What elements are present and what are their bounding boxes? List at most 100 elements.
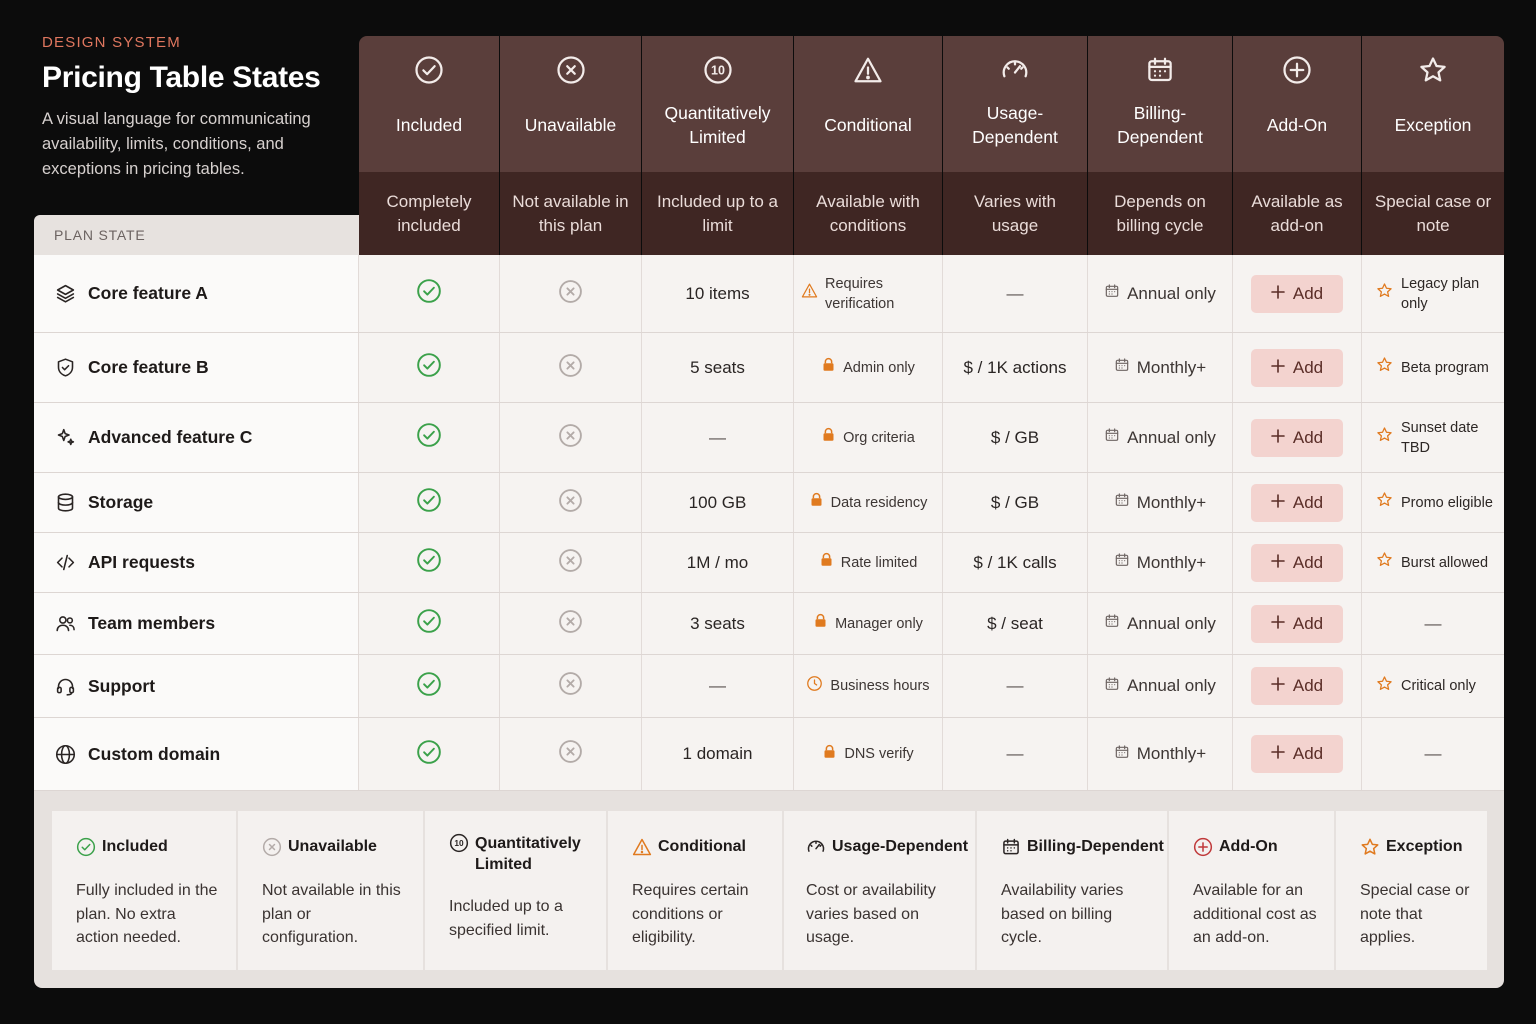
star-icon xyxy=(1376,426,1393,449)
column-title: Included xyxy=(395,115,463,135)
column-header-unavailable: Unavailable Not available in this plan xyxy=(500,36,641,255)
condition-text: Data residency xyxy=(830,494,928,511)
legend-card-unavailable: Unavailable Not available in this plan o… xyxy=(238,811,423,970)
add-button[interactable]: Add xyxy=(1251,348,1343,387)
usage-cell: $ / 1K actions xyxy=(943,333,1088,402)
shield-icon xyxy=(54,357,76,379)
included-cell xyxy=(359,255,500,332)
warning-triangle-icon xyxy=(632,837,652,857)
conditional-cell: Requires verification xyxy=(794,255,943,332)
exception-cell: Beta program xyxy=(1362,333,1504,402)
check-circle-icon xyxy=(416,739,442,770)
column-title: Conditional xyxy=(824,115,912,135)
exception-cell: Promo eligible xyxy=(1362,473,1504,532)
legend-description: Fully included in the plan. No extra act… xyxy=(76,882,218,946)
add-button-label: Add xyxy=(1292,283,1324,303)
exception-text: Beta program xyxy=(1401,359,1489,376)
code-icon xyxy=(54,552,76,574)
feature-name: Team members xyxy=(88,613,216,633)
usage-value: $ / GB xyxy=(990,427,1040,447)
add-button[interactable]: Add xyxy=(1251,543,1343,582)
add-button-label: Add xyxy=(1292,676,1324,695)
column-header-billing-dependent: Billing-Dependent Depends on billing cyc… xyxy=(1088,36,1232,255)
add-button[interactable]: Add xyxy=(1251,274,1343,313)
add-button[interactable]: Add xyxy=(1251,418,1343,457)
legend-title: Conditional xyxy=(658,838,746,855)
table-row: Team members 3 seats Manager only $ / seat A… xyxy=(34,593,1504,655)
exception-text: Burst allowed xyxy=(1401,554,1489,571)
star-icon xyxy=(1376,491,1393,514)
warning-icon xyxy=(801,282,818,305)
unavailable-cell xyxy=(500,403,642,472)
column-title: Add-On xyxy=(1266,115,1328,135)
lock-icon xyxy=(822,744,837,765)
conditional-cell: Admin only xyxy=(794,333,943,402)
calendar-icon xyxy=(1104,676,1120,697)
add-button[interactable]: Add xyxy=(1251,483,1343,522)
column-header-usage-dependent: Usage-Dependent Varies with usage xyxy=(943,36,1087,255)
unavailable-cell xyxy=(500,718,642,790)
legend-card-quantitatively-limited: 10 Quantitatively Limited Included up to… xyxy=(425,811,606,970)
table-row: Core feature B 5 seats Admin only $ / 1K ac… xyxy=(34,333,1504,403)
legend-card-usage-dependent: Usage-Dependent Cost or availability var… xyxy=(784,811,975,970)
plus-icon xyxy=(1271,284,1285,304)
limit-value: — xyxy=(709,676,726,695)
legend-card-add-on: Add-On Available for an additional cost … xyxy=(1169,811,1334,970)
legend-description: Cost or availability varies based on usa… xyxy=(806,882,936,946)
addon-cell: Add xyxy=(1233,655,1362,717)
column-header-quantitatively-limited: 10 Quantitatively Limited Included up to… xyxy=(642,36,793,255)
included-cell xyxy=(359,403,500,472)
headset-icon xyxy=(54,675,76,697)
billing-cell: Monthly+ xyxy=(1088,333,1233,402)
x-circle-icon xyxy=(558,548,583,578)
check-circle-icon xyxy=(416,608,442,639)
add-button[interactable]: Add xyxy=(1251,667,1343,705)
legend: Included Fully included in the plan. No … xyxy=(34,791,1504,988)
legend-description: Special case or note that applies. xyxy=(1360,882,1470,946)
plus-icon xyxy=(1271,676,1285,696)
column-description: Completely included xyxy=(359,172,499,255)
add-button[interactable]: Add xyxy=(1251,604,1343,643)
feature-cell: Core feature A xyxy=(34,255,359,332)
x-circle-icon xyxy=(558,671,583,701)
svg-text:10: 10 xyxy=(711,64,725,78)
exception-cell: Legacy plan only xyxy=(1362,255,1504,332)
addon-cell: Add xyxy=(1233,333,1362,402)
x-circle-icon xyxy=(556,50,586,90)
check-circle-icon xyxy=(416,352,442,383)
legend-description: Availability varies based on billing cyc… xyxy=(1001,882,1124,946)
add-button-label: Add xyxy=(1292,427,1324,447)
limit-cell: — xyxy=(642,403,794,472)
legend-card-billing-dependent: Billing-Dependent Availability varies ba… xyxy=(977,811,1167,970)
add-button[interactable]: Add xyxy=(1251,735,1343,773)
usage-cell: $ / GB xyxy=(943,473,1088,532)
lock-icon xyxy=(813,613,828,634)
condition-text: Requires verification xyxy=(825,275,895,312)
exception-cell: — xyxy=(1362,593,1504,654)
legend-card-included: Included Fully included in the plan. No … xyxy=(52,811,236,970)
calendar-icon xyxy=(1145,50,1175,90)
billing-text: Annual only xyxy=(1127,427,1216,447)
legend-description: Requires certain conditions or eligibili… xyxy=(632,882,749,946)
limit-value: 1M / mo xyxy=(686,552,749,572)
billing-cell: Annual only xyxy=(1088,593,1233,654)
calendar-icon xyxy=(1114,492,1130,513)
legend-description: Available for an additional cost as an a… xyxy=(1193,882,1317,946)
check-circle-icon xyxy=(76,837,96,857)
condition-text: Business hours xyxy=(830,678,930,694)
star-icon xyxy=(1376,675,1393,698)
legend-description: Included up to a specified limit. xyxy=(449,898,563,939)
warning-triangle-icon xyxy=(853,50,883,90)
table-row: Storage 100 GB Data residency $ / GB Monthly… xyxy=(34,473,1504,533)
plus-icon xyxy=(1271,614,1285,634)
feature-name: Core feature B xyxy=(88,357,209,377)
included-cell xyxy=(359,473,500,532)
lock-icon xyxy=(809,492,824,513)
usage-value: — xyxy=(1006,283,1024,303)
feature-name: Custom domain xyxy=(88,743,221,764)
limit-10-icon: 10 xyxy=(703,50,733,90)
conditional-cell: Business hours xyxy=(794,655,943,717)
column-description: Included up to a limit xyxy=(642,172,793,255)
legend-title: Included xyxy=(102,838,168,855)
billing-text: Annual only xyxy=(1127,676,1216,695)
